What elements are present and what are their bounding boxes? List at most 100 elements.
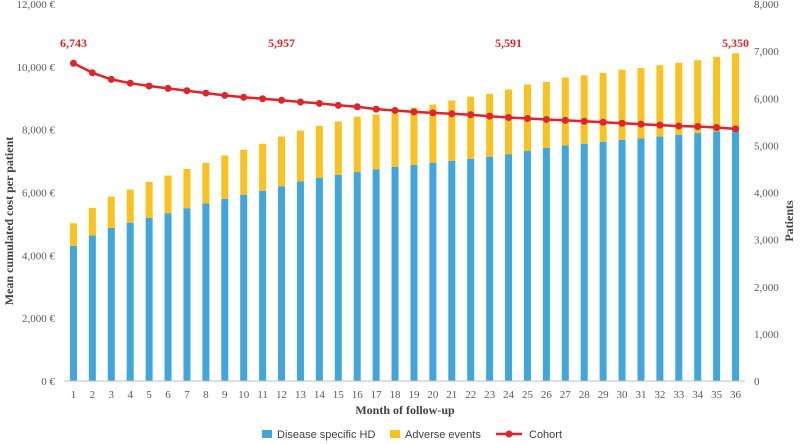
bar-adverse-events	[315, 125, 323, 179]
cohort-point	[334, 101, 342, 109]
bar-disease-specific-hd	[183, 208, 191, 381]
bar-disease-specific-hd	[732, 130, 740, 381]
bar-adverse-events	[278, 136, 286, 187]
bar-adverse-events	[107, 196, 115, 229]
x-tick-label: 2	[90, 389, 96, 401]
x-tick-label: 9	[222, 389, 228, 401]
bar-adverse-events	[202, 162, 210, 204]
bar-adverse-events	[372, 114, 380, 170]
x-tick-label: 35	[711, 389, 723, 401]
x-tick-label: 11	[257, 389, 268, 401]
bar-disease-specific-hd	[448, 160, 456, 381]
bar-disease-specific-hd	[694, 133, 702, 381]
legend-swatch-adverse-events	[390, 430, 400, 438]
bar-adverse-events	[580, 75, 588, 144]
cohort-point	[391, 107, 399, 115]
cohort-point	[126, 79, 134, 87]
legend-swatch-disease-specific-hd	[262, 430, 272, 438]
bar-adverse-events	[732, 53, 740, 131]
left-axis-ticks: 0 € 2,000 € 4,000 € 6,000 € 8,000 € 10,000 € 1…	[17, 0, 56, 388]
cohort-data-label: 5,957	[268, 36, 295, 50]
bar-disease-specific-hd	[202, 203, 210, 381]
bar-adverse-events	[505, 89, 513, 155]
right-tick-label: 7,000	[754, 46, 779, 58]
right-tick-label: 6,000	[754, 93, 779, 105]
bar-disease-specific-hd	[675, 134, 683, 381]
x-tick-label: 23	[484, 389, 496, 401]
bar-disease-specific-hd	[486, 156, 494, 381]
bar-adverse-events	[391, 113, 399, 167]
x-tick-label: 26	[541, 389, 553, 401]
bar-disease-specific-hd	[410, 164, 418, 381]
bar-disease-specific-hd	[278, 186, 286, 381]
bar-adverse-events	[410, 107, 418, 165]
x-tick-label: 14	[314, 389, 326, 401]
x-tick-label: 7	[184, 389, 190, 401]
bar-adverse-events	[656, 65, 664, 137]
cohort-point	[259, 95, 267, 103]
cohort-point	[353, 103, 361, 111]
bar-adverse-events	[599, 72, 607, 142]
x-tick-label: 30	[617, 389, 629, 401]
left-tick-label: 0 €	[41, 376, 55, 388]
bar-adverse-events	[694, 60, 702, 134]
bar-disease-specific-hd	[656, 136, 664, 381]
cohort-point	[202, 89, 210, 97]
cohort-point	[637, 120, 645, 128]
bar-disease-specific-hd	[164, 213, 172, 381]
bars-layer	[69, 53, 740, 381]
right-tick-label: 8,000	[754, 0, 779, 11]
left-tick-label: 4,000 €	[22, 250, 56, 262]
bar-disease-specific-hd	[88, 235, 96, 381]
cohort-point	[410, 108, 418, 116]
bar-disease-specific-hd	[599, 141, 607, 381]
left-tick-label: 6,000 €	[22, 188, 56, 200]
right-tick-label: 0	[754, 376, 760, 388]
x-tick-label: 24	[503, 389, 515, 401]
x-tick-label: 36	[730, 389, 742, 401]
legend: Disease specific HD Adverse events Cohor…	[262, 429, 562, 441]
bar-disease-specific-hd	[391, 166, 399, 381]
cohort-point	[69, 59, 77, 67]
right-tick-label: 3,000	[754, 235, 779, 247]
bar-disease-specific-hd	[296, 181, 304, 381]
bar-adverse-events	[296, 130, 304, 182]
x-tick-label: 10	[238, 389, 250, 401]
cohort-point	[221, 91, 229, 99]
x-tick-label: 25	[522, 389, 534, 401]
bar-adverse-events	[486, 93, 494, 157]
bar-adverse-events	[126, 189, 134, 223]
left-tick-label: 10,000 €	[17, 62, 56, 74]
cohort-point	[675, 122, 683, 130]
right-tick-label: 1,000	[754, 329, 779, 341]
x-tick-label: 6	[165, 389, 171, 401]
bar-adverse-events	[69, 223, 77, 246]
cohort-point	[278, 96, 286, 104]
bar-disease-specific-hd	[353, 172, 361, 381]
cohort-data-label: 5,350	[722, 36, 749, 50]
bar-disease-specific-hd	[505, 154, 513, 381]
bar-disease-specific-hd	[334, 174, 342, 381]
bar-disease-specific-hd	[69, 245, 77, 381]
x-tick-label: 5	[146, 389, 152, 401]
bar-adverse-events	[561, 77, 569, 146]
bar-disease-specific-hd	[713, 131, 721, 381]
cohort-point	[561, 116, 569, 124]
bar-adverse-events	[429, 104, 437, 163]
bar-adverse-events	[88, 207, 96, 236]
x-tick-label: 21	[446, 389, 457, 401]
cohort-data-label: 5,591	[495, 36, 522, 50]
x-tick-label: 27	[560, 389, 572, 401]
bar-adverse-events	[259, 143, 267, 191]
bar-adverse-events	[448, 100, 456, 161]
bar-adverse-events	[240, 149, 248, 195]
cohort-point	[599, 118, 607, 126]
cohort-point	[240, 93, 248, 101]
cohort-point	[523, 115, 531, 123]
cohort-point	[183, 87, 191, 95]
cohort-point	[467, 111, 475, 119]
right-tick-label: 5,000	[754, 140, 779, 152]
x-tick-label: 12	[276, 389, 287, 401]
cohort-point	[88, 69, 96, 77]
